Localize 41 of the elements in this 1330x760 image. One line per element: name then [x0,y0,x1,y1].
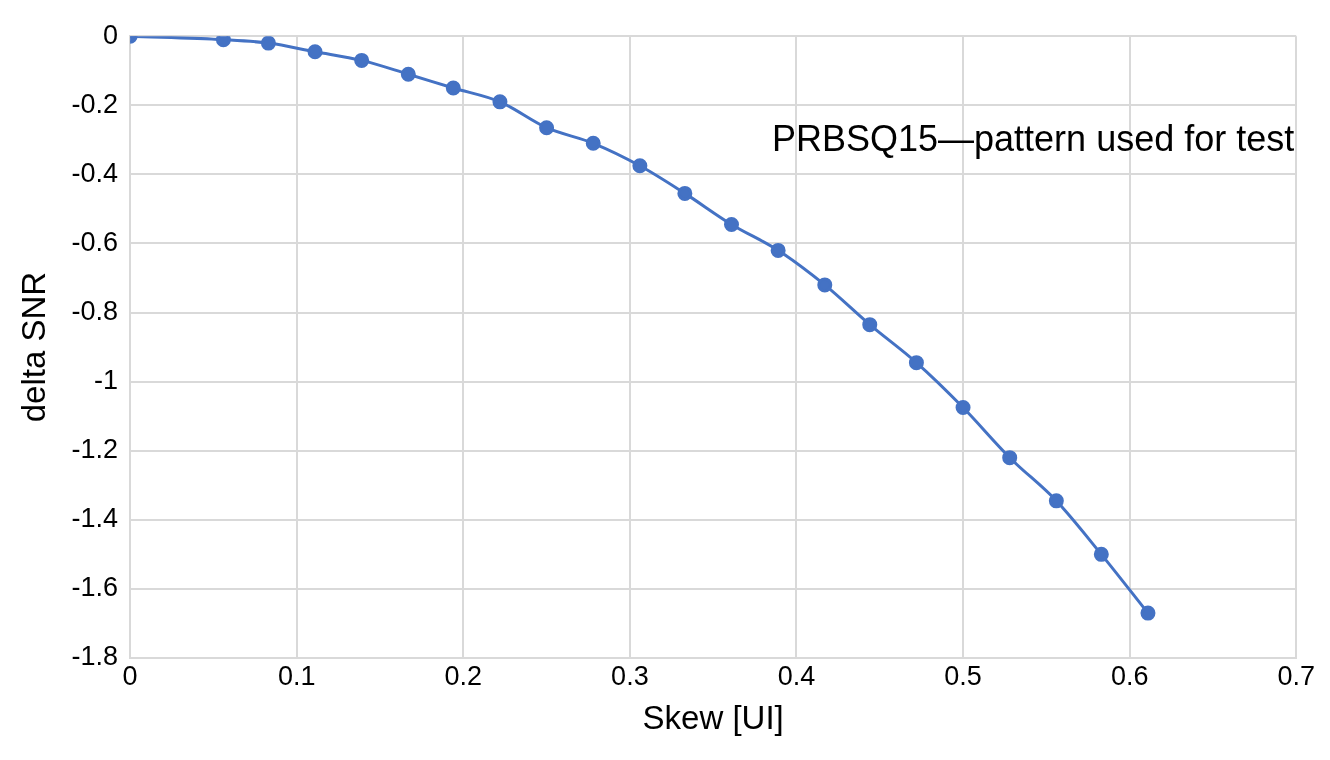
point [445,80,461,96]
y-tick-label: -0.2 [71,88,119,119]
y-tick-label: -1.6 [71,572,119,603]
point [770,242,786,258]
y-tick-label: -0.4 [71,157,119,188]
point [632,158,648,174]
point [1093,546,1109,562]
y-tick-label: 0 [103,19,119,50]
x-tick-label: 0.5 [944,660,982,691]
point [492,94,508,110]
point [1002,450,1018,466]
y-tick-label: -0.8 [71,296,119,327]
point [307,44,323,60]
x-tick-label: 0.2 [444,660,483,691]
x-tick-label: 0.6 [1110,660,1149,691]
point [260,36,276,51]
x-tick-label: 0.1 [277,660,316,691]
x-tick-label: 0.7 [1277,660,1316,691]
y-tick-label: -1.4 [71,503,119,534]
point [539,120,555,136]
y-tick-label: -1.8 [71,641,119,672]
y-tick-label: -1.2 [71,434,119,465]
point [862,317,878,333]
point [724,216,739,232]
x-tick-label: 0 [122,660,138,691]
x-axis-title: Skew [UI] [642,699,784,737]
y-axis-title: delta SNR [14,271,52,423]
point [1048,493,1064,509]
point [908,355,924,371]
point [1140,605,1156,621]
y-tick-label: -0.6 [71,226,119,257]
x-tick-label: 0.4 [777,660,816,691]
x-tick-label: 0.3 [611,660,649,691]
point [955,400,971,416]
point [817,277,833,293]
point [677,185,693,201]
point [585,135,601,151]
point [400,66,416,82]
annotation: PRBSQ15—pattern used for test [771,118,1295,160]
point [354,52,370,68]
y-tick-label: -1 [94,365,119,396]
